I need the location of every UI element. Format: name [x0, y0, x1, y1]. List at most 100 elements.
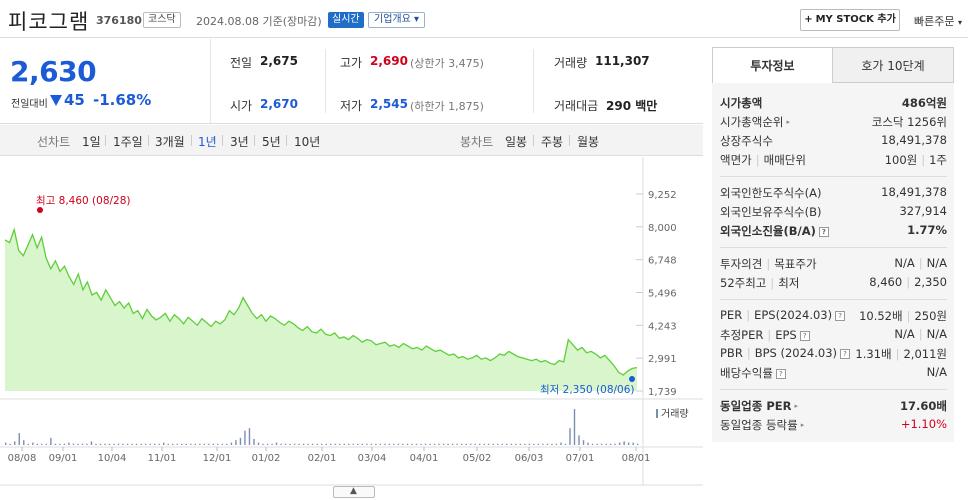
- realtime-badge[interactable]: 실시간: [328, 12, 364, 28]
- prev-close-label: 전일: [230, 56, 253, 70]
- help-icon[interactable]: ?: [818, 227, 829, 237]
- volume-bar: [172, 443, 174, 445]
- volume-bar: [293, 443, 296, 445]
- price-change-percent: -1.68%: [93, 91, 152, 109]
- sector-per-label-text: 동일업종 PER: [720, 399, 792, 413]
- volume-bar: [203, 443, 206, 445]
- chevron-down-icon: ▾: [957, 18, 962, 27]
- volume-bar: [235, 440, 237, 445]
- market-cap-rank-label: 시가총액순위 ▸: [720, 114, 790, 130]
- period-1w[interactable]: 1주일: [113, 135, 143, 149]
- volume-bar: [393, 443, 395, 445]
- quick-order-button[interactable]: 빠른주문 ▾: [914, 13, 962, 29]
- tab-investment-info[interactable]: 투자정보: [712, 47, 833, 83]
- stock-code: 376180: [96, 14, 142, 27]
- period-3y[interactable]: 3년: [230, 135, 249, 149]
- candle-daily[interactable]: 일봉: [505, 135, 528, 149]
- period-3m[interactable]: 3개월: [155, 135, 185, 149]
- expand-chart-button[interactable]: ▲: [333, 486, 375, 498]
- volume-bar: [551, 443, 553, 445]
- market-cap-rank-row[interactable]: 시가총액순위 ▸ 코스닥 1256위: [720, 114, 947, 132]
- help-icon[interactable]: ?: [775, 369, 786, 379]
- volume-bar: [352, 443, 354, 445]
- volume-bar: [271, 443, 273, 445]
- price-summary: 2,630 전일대비 45 -1.68% 전일 2,675 고가 2,690 (…: [0, 39, 703, 124]
- pbr-row: PBR | BPS (2024.03)? 1.31배 | 2,011원: [720, 346, 947, 364]
- dividend-label-text: 배당수익률: [720, 366, 773, 380]
- low-value: 2,545: [370, 97, 408, 111]
- volume-bar: [262, 443, 264, 445]
- tab-quote-10[interactable]: 호가 10단계: [833, 47, 954, 83]
- volume-bar: [321, 443, 323, 445]
- volume-bar: [325, 443, 327, 445]
- upper-limit: (상한가 3,475): [410, 57, 484, 70]
- volume-bar: [537, 443, 540, 445]
- volume-bar: [596, 443, 598, 445]
- volume-bar: [614, 443, 616, 445]
- period-10y[interactable]: 10년: [294, 135, 321, 149]
- price-chart[interactable]: 9,252 8,000 6,748 5,496 4,243 2,991 1,739 최고 8,…: [0, 157, 703, 500]
- volume-bar: [632, 442, 634, 445]
- volume-bar: [361, 443, 364, 445]
- volume-bar: [609, 443, 612, 445]
- sector-per-row[interactable]: 동일업종 PER ▸ 17.60배: [720, 398, 947, 416]
- volume-bar: [420, 443, 422, 445]
- divider: [222, 135, 223, 146]
- sector-per-label: 동일업종 PER ▸: [720, 398, 798, 414]
- target-price-label: 목표주가: [774, 257, 817, 271]
- volume-bar: [591, 443, 594, 445]
- volume-bar: [117, 443, 120, 445]
- volume-bar: [474, 443, 476, 445]
- candle-weekly[interactable]: 주봉: [541, 135, 564, 149]
- x-tick-label: 06/03: [515, 453, 544, 464]
- volume-bar: [510, 443, 512, 445]
- volume-bar: [41, 443, 43, 445]
- per-value-text: 10.52배: [859, 309, 903, 323]
- help-icon[interactable]: ?: [835, 311, 846, 321]
- divider: [325, 49, 326, 113]
- x-tick-label: 12/01: [203, 453, 232, 464]
- sector-change-row[interactable]: 동일업종 등락률 ▸ +1.10%: [720, 417, 947, 435]
- volume-bar: [298, 443, 300, 445]
- volume-bar: [528, 443, 531, 445]
- volume-bar: [479, 443, 481, 445]
- date-status: 2024.08.08 기준(장마감): [196, 15, 322, 28]
- help-icon[interactable]: ?: [799, 331, 810, 341]
- bps-label: BPS (2024.03): [754, 346, 838, 360]
- divider: [191, 135, 192, 146]
- volume-bar: [113, 443, 115, 445]
- help-icon[interactable]: ?: [840, 349, 851, 359]
- trade-unit-value: 1주: [929, 153, 947, 167]
- volume-bar: [275, 442, 278, 445]
- week52-value: 8,460 | 2,350: [869, 275, 947, 289]
- volume-bar: [158, 443, 160, 445]
- volume-bar: [90, 441, 93, 445]
- volume-bar: [81, 443, 84, 445]
- volume-bar: [208, 443, 210, 445]
- par-value: 100원 | 1주: [884, 153, 947, 167]
- shares-row: 상장주식수 18,491,378: [720, 133, 947, 151]
- volume-bar: [253, 439, 255, 445]
- company-overview-button[interactable]: 기업개요 ▾: [368, 12, 426, 28]
- divider: [720, 247, 947, 248]
- market-cap-label: 시가총액: [720, 96, 763, 110]
- period-1d[interactable]: 1일: [82, 135, 101, 149]
- volume-bar: [560, 442, 562, 445]
- candle-monthly[interactable]: 월봉: [577, 135, 600, 149]
- volume-bar: [501, 443, 503, 445]
- period-5y[interactable]: 5년: [262, 135, 281, 149]
- volume-bar: [451, 443, 454, 445]
- sector-change-label: 동일업종 등락률 ▸: [720, 417, 804, 433]
- volume-bar: [311, 443, 314, 445]
- market-cap-rank-value: 코스닥 1256위: [871, 115, 947, 129]
- volume-bar: [429, 443, 431, 445]
- volume-bar: [257, 442, 260, 445]
- volume-bar: [176, 443, 178, 445]
- volume-bar: [217, 443, 219, 445]
- opinion-label: 투자의견 | 목표주가: [720, 257, 817, 271]
- est-per-label-text: 추정PER: [720, 328, 764, 342]
- chevron-right-icon: ▸: [800, 421, 805, 429]
- period-1y[interactable]: 1년: [198, 135, 217, 149]
- add-mystock-button[interactable]: + MY STOCK 추가: [800, 9, 900, 31]
- x-tick-label: 09/01: [49, 453, 78, 464]
